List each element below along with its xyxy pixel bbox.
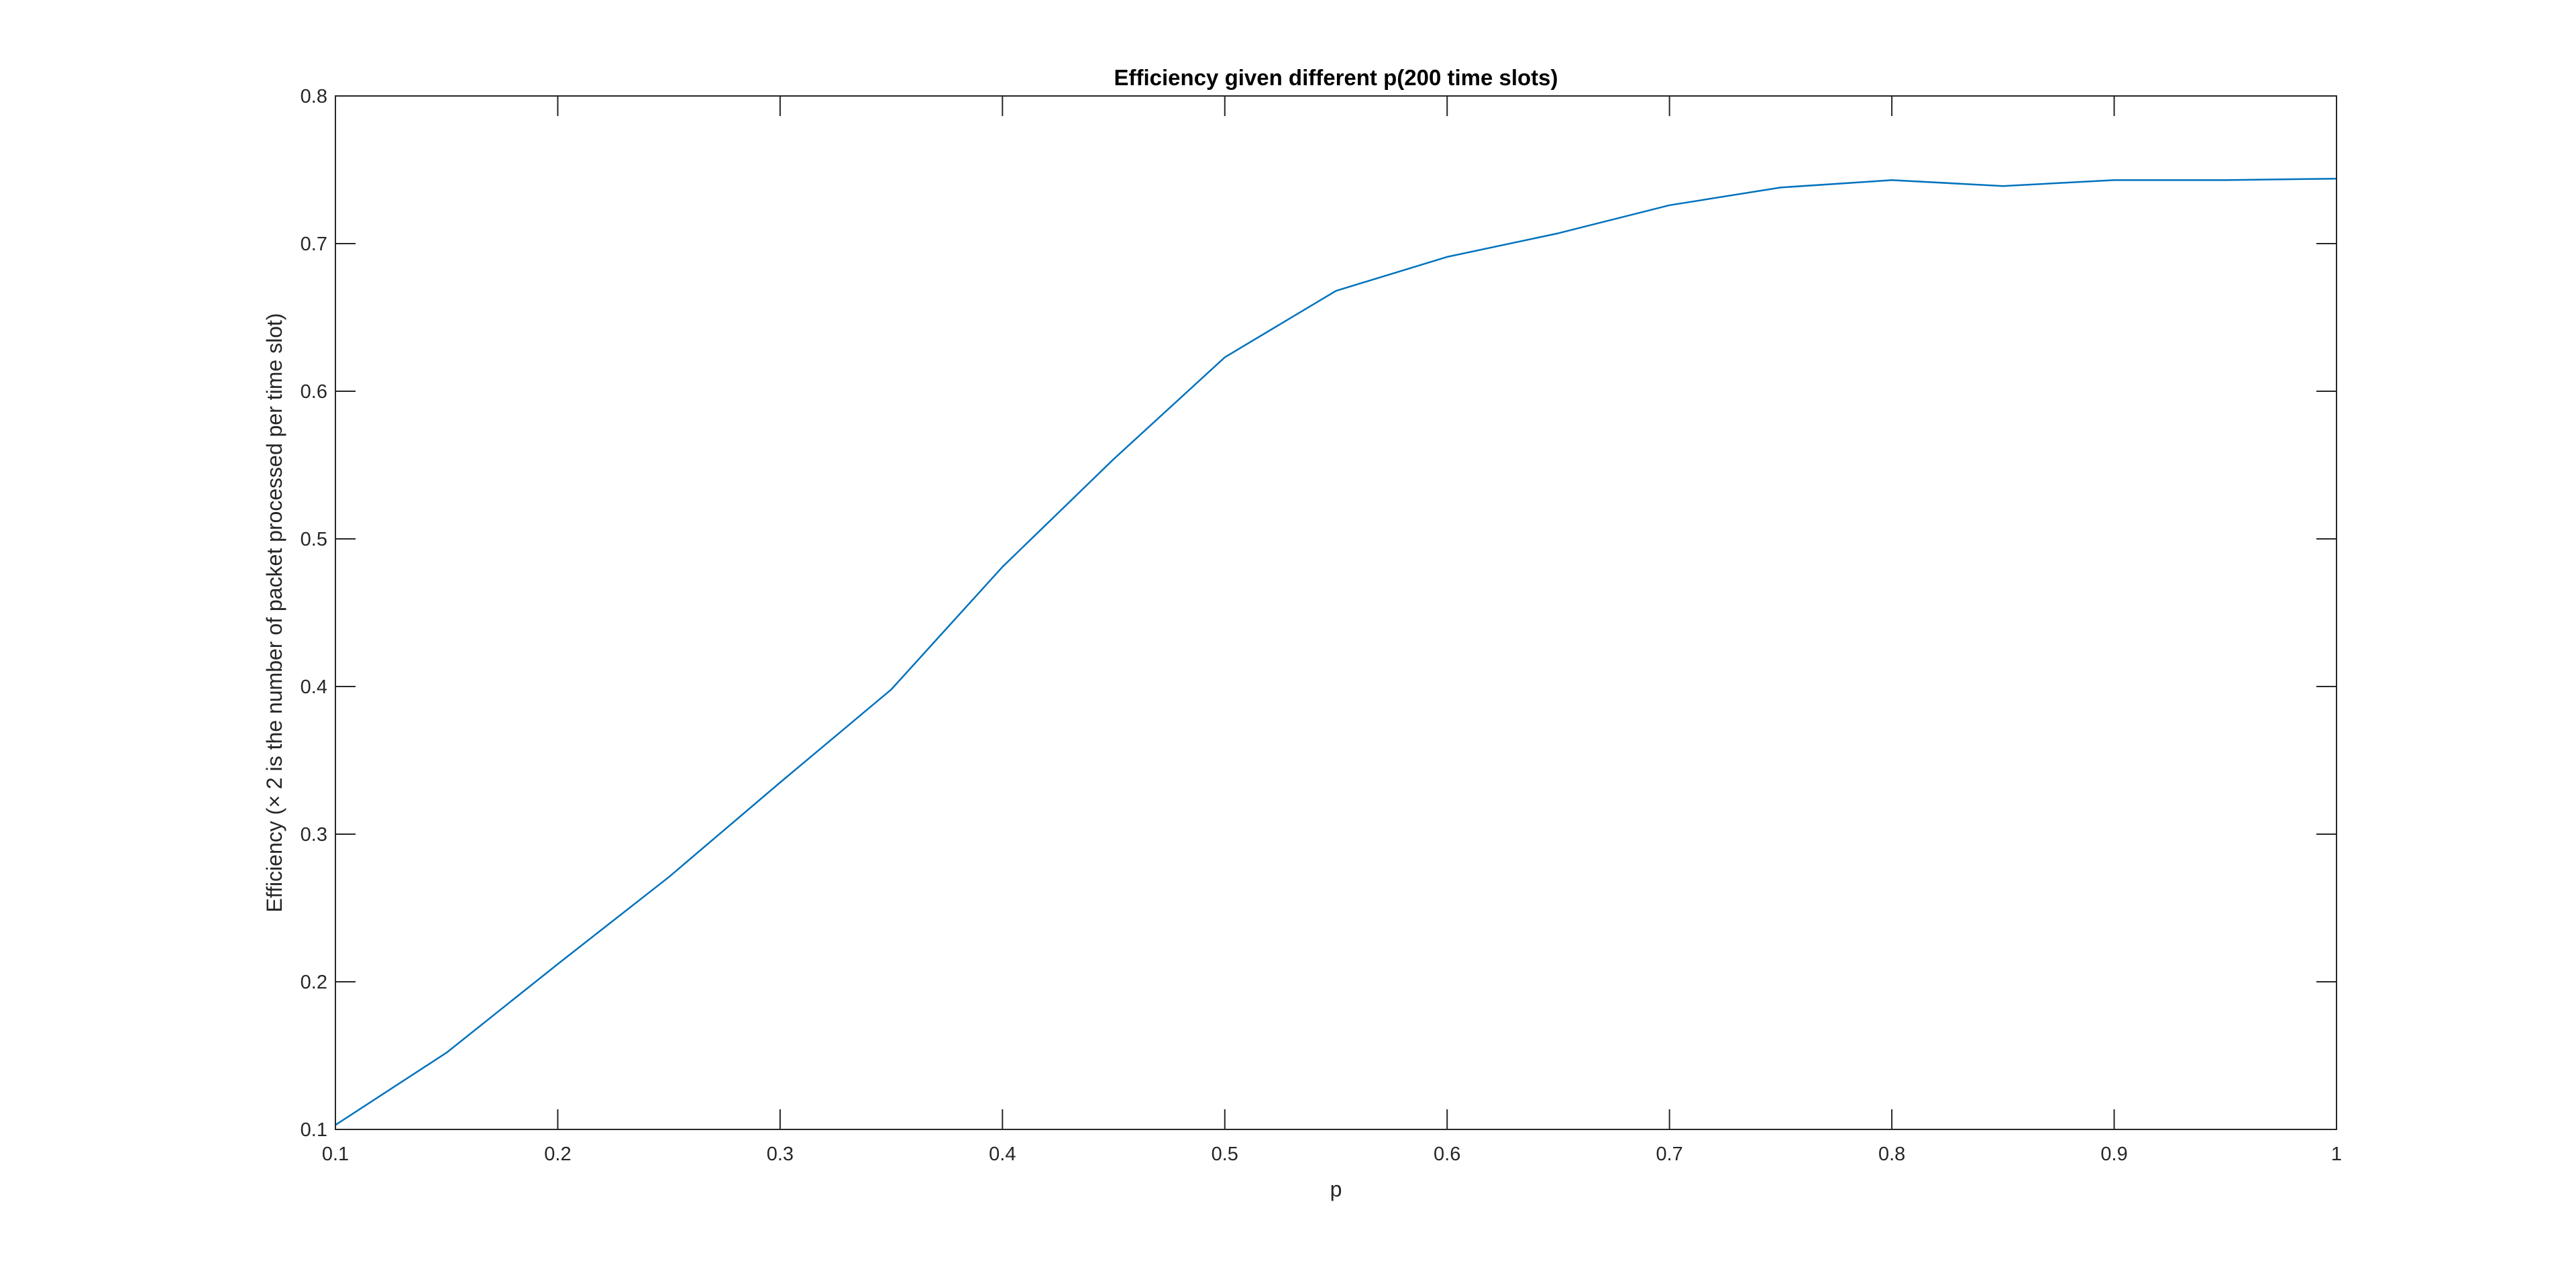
x-tick-label: 0.4 bbox=[989, 1144, 1016, 1165]
data-series bbox=[335, 177, 2337, 1126]
axes-background bbox=[335, 96, 2337, 1129]
axes-box bbox=[335, 95, 2337, 1130]
x-tick-label: 0.8 bbox=[1878, 1144, 1905, 1165]
x-tick-label: 1 bbox=[2331, 1144, 2342, 1165]
y-tick-label: 0.2 bbox=[301, 972, 327, 993]
y-tick-label: 0.5 bbox=[301, 529, 327, 550]
y-tick-label: 0.3 bbox=[301, 824, 327, 846]
chart-title: Efficiency given different p(200 time sl… bbox=[1114, 65, 1558, 90]
x-tick-label: 0.6 bbox=[1434, 1144, 1460, 1165]
x-tick-label: 0.1 bbox=[322, 1144, 349, 1165]
y-tick-label: 0.1 bbox=[301, 1119, 327, 1141]
x-axis-label: p bbox=[1330, 1177, 1342, 1201]
x-tick-label: 0.9 bbox=[2100, 1144, 2127, 1165]
y-tick-label: 0.8 bbox=[301, 86, 327, 107]
y-tick-label: 0.6 bbox=[301, 381, 327, 403]
x-tick-label: 0.7 bbox=[1656, 1144, 1683, 1165]
tick-labels: 0.1 0.2 0.3 0.4 0.5 0.6 0.7 0.8 0.9 1 0.1 0.2 0.3 0.4… bbox=[301, 86, 2342, 1165]
x-tick-label: 0.2 bbox=[544, 1144, 571, 1165]
y-axis-label: Efficiency (× 2 is the number of packet … bbox=[262, 313, 286, 912]
y-tick-label: 0.4 bbox=[301, 676, 327, 698]
x-tick-label: 0.3 bbox=[767, 1144, 794, 1165]
series-line bbox=[335, 177, 2337, 1126]
x-tick-label: 0.5 bbox=[1212, 1144, 1238, 1165]
y-tick-label: 0.7 bbox=[301, 234, 327, 255]
